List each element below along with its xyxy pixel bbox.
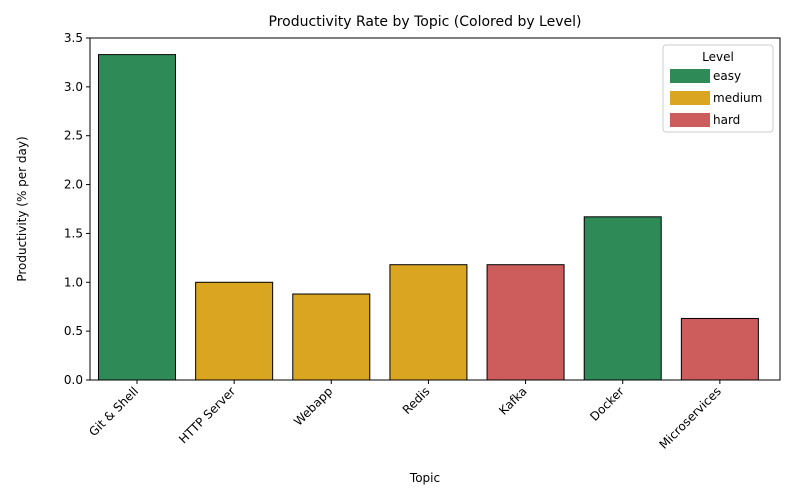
bars-group [98,54,759,381]
legend-label-medium: medium [713,91,762,105]
x-tick-label: Redis [400,384,433,417]
legend: Level easy medium hard [662,44,774,133]
x-tick-label: Webapp [291,384,335,428]
legend-swatch-easy [670,69,710,83]
legend-label-hard: hard [713,113,740,127]
y-tick-label: 1.5 [64,226,83,240]
y-tick-label: 0.5 [64,324,83,338]
bar-docker [583,216,662,381]
x-tick-label: HTTP Server [176,384,238,446]
bar-git-shell [98,54,176,381]
x-tick-label: Git & Shell [86,384,141,439]
x-tick-label: Kafka [496,384,529,417]
bar-kafka [486,264,565,381]
x-axis-label: Topic [409,471,440,485]
bar-webapp [292,293,371,381]
y-tick-label: 2.0 [64,178,83,192]
legend-label-easy: easy [713,69,741,83]
y-axis-label: Productivity (% per day) [15,136,29,281]
x-tick-label: Microservices [656,384,724,452]
y-tick-label: 0.0 [64,373,83,387]
legend-title: Level [702,50,734,64]
legend-box [662,44,774,133]
y-tick-label: 1.0 [64,275,83,289]
x-tick-label: Docker [587,384,627,424]
chart-title: Productivity Rate by Topic (Colored by L… [269,14,582,30]
x-axis: Git & Shell HTTP Server Webapp Redis Kafka Do… [86,380,724,452]
y-tick-label: 2.5 [64,129,83,143]
legend-swatch-medium [670,91,710,105]
y-tick-label: 3.5 [64,31,83,45]
bar-http-server [195,281,274,381]
y-tick-label: 3.0 [64,80,83,94]
bar-redis [389,264,468,381]
bar-microservices [680,317,759,381]
plot-frame [89,37,781,381]
y-axis: 0.0 0.5 1.0 1.5 2.0 2.5 3.0 3.5 [64,31,90,387]
legend-swatch-hard [670,113,710,127]
